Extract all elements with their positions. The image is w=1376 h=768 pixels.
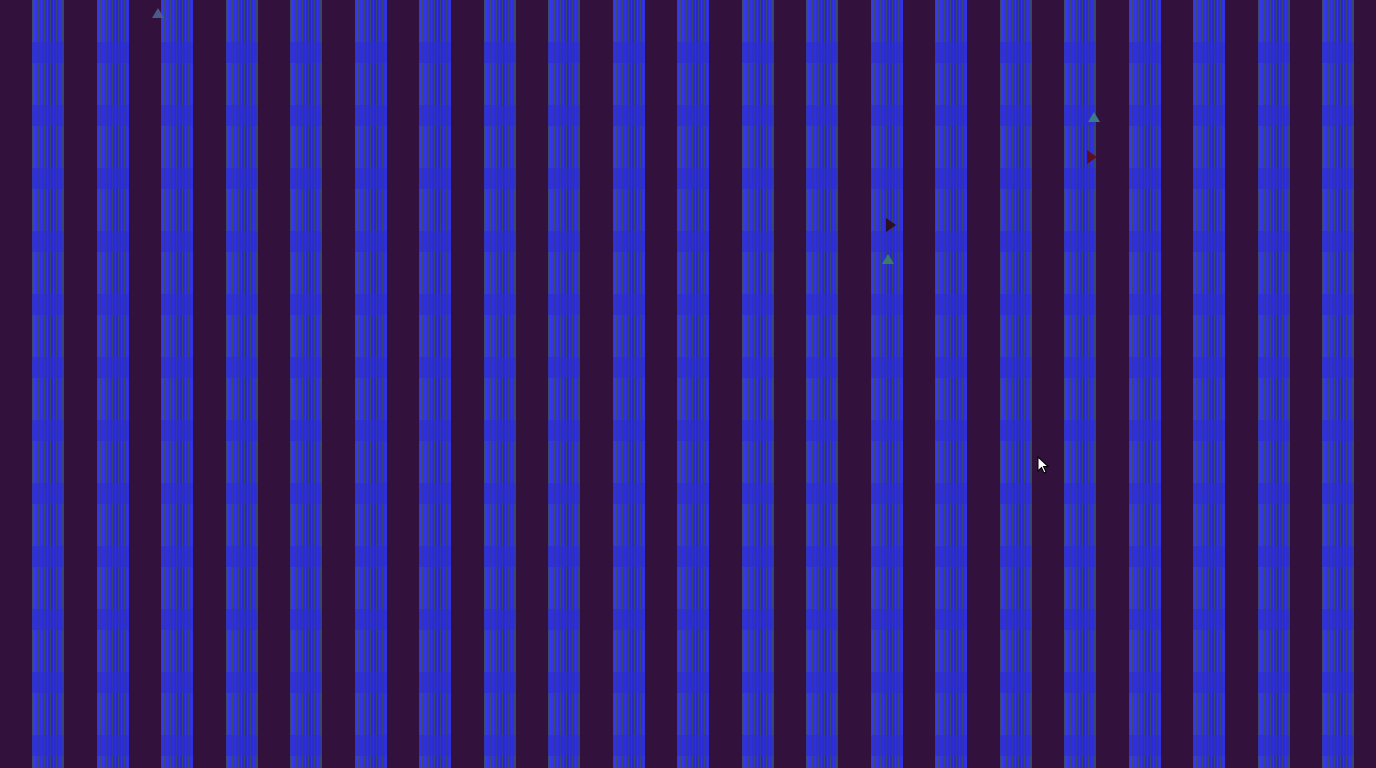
triangle-sprite [882,254,894,264]
blue-stripe [1000,0,1032,768]
blue-stripe [1129,0,1161,768]
flag-sprite [886,218,896,232]
blue-stripe [871,0,903,768]
blue-stripe [484,0,516,768]
blue-stripe [742,0,774,768]
blue-stripe [677,0,709,768]
triangle-sprite [152,8,164,18]
arrow-sprite [1087,150,1097,164]
blue-stripe [355,0,387,768]
blue-stripe [1064,0,1096,768]
blue-stripe [161,0,193,768]
blue-stripe [226,0,258,768]
triangle-sprite [1088,112,1100,122]
blue-stripe [419,0,451,768]
blue-stripe [806,0,838,768]
blue-stripe [1322,0,1354,768]
blue-stripe [1193,0,1225,768]
blue-stripe [1258,0,1290,768]
blue-stripe [290,0,322,768]
blue-stripe [97,0,129,768]
mouse-pointer-icon [1037,456,1049,474]
blue-stripe [613,0,645,768]
blue-stripe [548,0,580,768]
blue-stripe [935,0,967,768]
blue-stripe [32,0,64,768]
